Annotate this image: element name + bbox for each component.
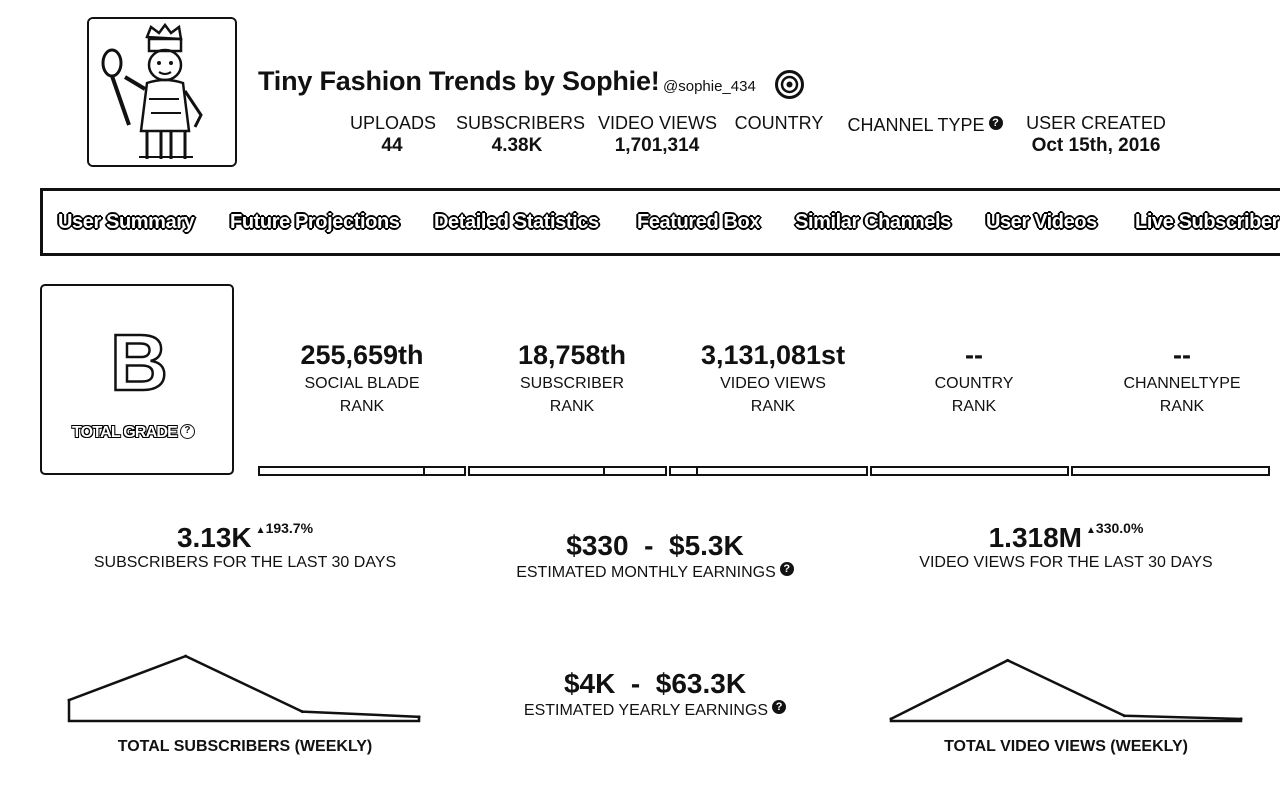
total-subscribers-chart [67, 654, 421, 723]
header-stat-video-views: VIDEO VIEWS 1,701,314 [598, 112, 718, 158]
stat-change-value: 193.7% [265, 520, 314, 536]
chart-point [417, 715, 421, 719]
header-stat-uploads: UPLOADS 44 [350, 112, 437, 158]
chart-point [1122, 714, 1126, 718]
stat-value: 3.13K [176, 522, 252, 553]
estimated-yearly-earnings: $4K - $63.3K ESTIMATED YEARLY EARNINGS? [460, 668, 850, 720]
subscribers-30-days: 3.13K ▲193.7% SUBSCRIBERS FOR THE LAST 30… [60, 520, 430, 572]
rank-channel-type: -- CHANNELTYPE RANK [1082, 338, 1280, 418]
bar-split [602, 468, 605, 474]
bar-split [696, 468, 699, 474]
rank-progress-bar [870, 466, 1069, 476]
uploads-label: UPLOADS [350, 113, 437, 133]
stat-change-value: 330.0% [1095, 520, 1144, 536]
video-views-value: 1,701,314 [614, 135, 700, 156]
target-icon[interactable] [774, 69, 805, 100]
header-stat-country: COUNTRY [734, 112, 824, 134]
estimated-monthly-earnings: $330 - $5.3K ESTIMATED MONTHLY EARNINGS? [460, 530, 850, 582]
tab-similar-channels[interactable]: Similar Channels [795, 211, 951, 233]
chart-series-area [889, 658, 1243, 723]
tab-future-projections[interactable]: Future Projections [230, 211, 400, 233]
grade-letter: B [109, 326, 169, 398]
bar-split [423, 468, 426, 474]
header-stat-channel-type: CHANNEL TYPE? [844, 110, 1006, 136]
tab-user-videos[interactable]: User Videos [986, 211, 1097, 233]
stat-label: ESTIMATED YEARLY EARNINGS [523, 702, 769, 719]
total-grade-card: B TOTAL GRADE? [40, 284, 234, 475]
rank-value: 3,131,081st [700, 340, 846, 370]
subscribers-value: 4.38K [491, 135, 543, 156]
user-created-label: USER CREATED [1026, 113, 1166, 133]
stat-change: ▲330.0% [1086, 520, 1143, 536]
stat-value: 1.318M [988, 522, 1082, 553]
up-arrow-icon: ▲ [255, 525, 266, 536]
section-nav: User Summary Future Projections Detailed… [40, 188, 1280, 256]
stat-value: $4K - $63.3K [563, 668, 747, 699]
rank-label: RANK [339, 398, 385, 415]
chart-point [67, 698, 71, 702]
rank-value: 18,758th [517, 340, 627, 370]
up-arrow-icon: ▲ [1086, 525, 1096, 536]
child-chef-illustration [89, 19, 235, 165]
total-grade-text: TOTAL GRADE [72, 424, 178, 441]
uploads-value: 44 [381, 135, 403, 156]
rank-social-blade: 255,659th SOCIAL BLADE RANK [262, 338, 462, 418]
user-created-value: Oct 15th, 2016 [1031, 135, 1161, 156]
stat-label: ESTIMATED MONTHLY EARNINGS [516, 564, 776, 581]
chart-point [889, 717, 893, 721]
rank-value: -- [1173, 340, 1191, 370]
total-video-views-chart [889, 658, 1243, 723]
chart-title: TOTAL SUBSCRIBERS (WEEKLY) [117, 738, 373, 755]
rank-progress-bar [1071, 466, 1270, 476]
channel-type-label: CHANNEL TYPE [847, 115, 985, 135]
rank-value: 255,659th [300, 340, 424, 370]
rank-label: SOCIAL BLADE [304, 375, 420, 392]
rank-label: SUBSCRIBER [519, 375, 625, 392]
tab-user-summary[interactable]: User Summary [58, 211, 195, 233]
video-views-30-days: 1.318M ▲330.0% VIDEO VIEWS FOR THE LAST 3… [880, 520, 1252, 572]
header-stat-subscribers: SUBSCRIBERS 4.38K [456, 112, 586, 158]
rank-video-views: 3,131,081st VIDEO VIEWS RANK [673, 338, 873, 418]
help-icon[interactable]: ? [772, 700, 787, 714]
chart-point [1239, 717, 1243, 721]
rank-progress-bar [258, 466, 466, 476]
chart-series-area [67, 654, 421, 723]
total-grade-label: TOTAL GRADE? [72, 424, 195, 442]
rank-label: COUNTRY [934, 375, 1014, 392]
stat-value: $330 - $5.3K [566, 530, 744, 561]
country-label: COUNTRY [734, 113, 824, 133]
rank-country: -- COUNTRY RANK [874, 338, 1074, 418]
rank-label: RANK [750, 398, 796, 415]
header-stat-user-created: USER CREATED Oct 15th, 2016 [1022, 112, 1170, 158]
rank-label: RANK [951, 398, 997, 415]
tab-detailed-statistics[interactable]: Detailed Statistics [434, 211, 599, 233]
rank-label: RANK [549, 398, 595, 415]
tab-live-subscriber-count[interactable]: Live Subscriber C [1135, 211, 1280, 233]
rank-label: VIDEO VIEWS [720, 375, 826, 392]
channel-avatar[interactable] [87, 17, 237, 167]
channel-handle[interactable]: @sophie_434 [663, 78, 756, 95]
rank-value: -- [965, 340, 983, 370]
help-icon[interactable]: ? [179, 424, 195, 439]
help-icon[interactable]: ? [779, 562, 794, 576]
rank-progress-bar [468, 466, 667, 476]
video-views-label: VIDEO VIEWS [598, 113, 718, 133]
chart-point [1006, 658, 1010, 662]
help-icon[interactable]: ? [988, 116, 1003, 130]
rank-label: RANK [1159, 398, 1205, 415]
rank-label: CHANNELTYPE [1123, 375, 1241, 392]
rank-subscriber: 18,758th SUBSCRIBER RANK [472, 338, 672, 418]
chart-title: TOTAL VIDEO VIEWS (WEEKLY) [944, 738, 1188, 755]
chart-point [300, 710, 304, 714]
stat-change: ▲193.7% [256, 520, 313, 536]
channel-name: Tiny Fashion Trends by Sophie! [258, 66, 660, 96]
svg-text:B: B [110, 326, 168, 398]
stat-label: SUBSCRIBERS FOR THE LAST 30 DAYS [93, 554, 397, 571]
subscribers-label: SUBSCRIBERS [456, 113, 586, 133]
chart-point [184, 654, 188, 658]
tab-featured-box[interactable]: Featured Box [637, 211, 761, 233]
rank-progress-bar [669, 466, 868, 476]
stat-label: VIDEO VIEWS FOR THE LAST 30 DAYS [919, 554, 1213, 571]
